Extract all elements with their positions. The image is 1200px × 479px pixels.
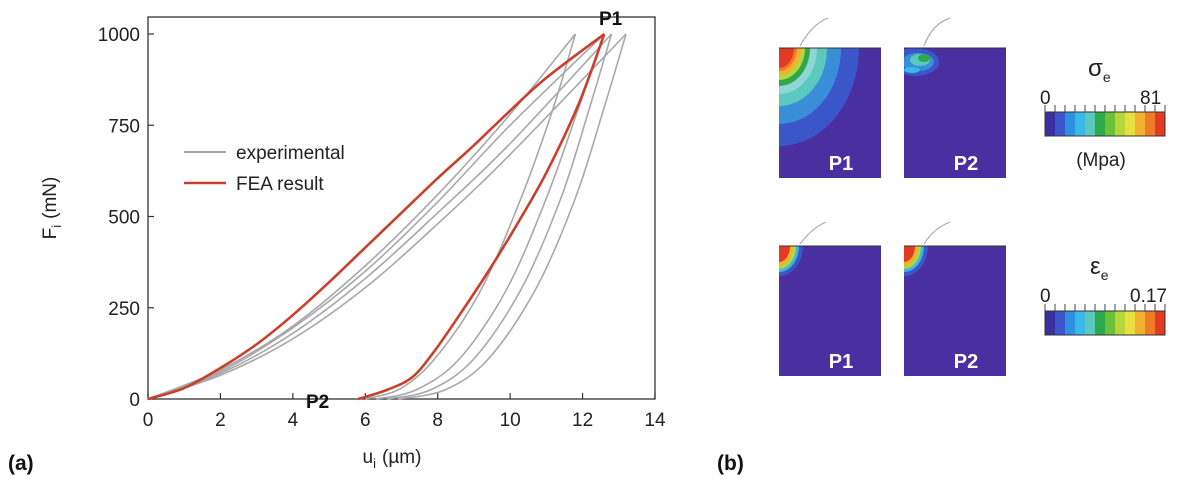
experimental-loading-curve (147, 33, 576, 400)
colorbar-swatch (1045, 112, 1056, 136)
strain-colorbar: εe 0 0.17 (1040, 253, 1167, 336)
colorbar-swatch (1085, 112, 1096, 136)
curves (147, 32, 627, 401)
colorbar-swatch (1065, 112, 1076, 136)
tile-label: P2 (954, 351, 978, 373)
plot-frame (147, 16, 656, 400)
tile-label: P2 (954, 153, 978, 175)
y-tick-label: 250 (108, 299, 140, 320)
x-axis-label: ui (µm) (363, 447, 422, 471)
strain-map-p1: P1 (779, 221, 881, 376)
stress-min: 0 (1040, 88, 1051, 109)
x-tick-label: 10 (500, 410, 521, 431)
colorbar-swatch (1095, 311, 1106, 335)
experimental-loading-curve (147, 33, 627, 400)
colorbar-swatch (1145, 311, 1156, 335)
colorbar-swatch (1145, 112, 1156, 136)
panel-a-label: (a) (8, 452, 34, 475)
x-tick-label: 8 (432, 410, 443, 431)
stress-map-p1: P1 (779, 17, 881, 178)
colorbar-swatch (1115, 311, 1126, 335)
colorbar-swatch (1055, 311, 1066, 335)
fea-unloading-curve (357, 33, 606, 401)
y-ticks: 0 250 500 750 1000 (98, 25, 154, 411)
colorbar-swatch (1085, 311, 1096, 335)
x-tick-label: 0 (143, 410, 154, 431)
strain-max: 0.17 (1130, 286, 1167, 307)
y-tick-label: 500 (108, 208, 140, 229)
legend: experimental FEA result (184, 143, 345, 195)
x-tick-label: 2 (215, 410, 226, 431)
experimental-unloading-curve (375, 33, 606, 400)
colorbar-swatch (1155, 311, 1166, 335)
colorbar-swatch (1065, 311, 1076, 335)
experimental-loading-curve (147, 33, 613, 400)
tile-label: P1 (829, 153, 853, 175)
colorbar-swatch (1115, 112, 1126, 136)
annotation-p1: P1 (599, 9, 623, 30)
stress-unit: (Mpa) (1076, 150, 1126, 171)
annotation-p2: P2 (306, 392, 329, 413)
x-tick-label: 12 (572, 410, 593, 431)
x-ticks: 0 2 4 6 8 10 12 14 (143, 393, 666, 431)
colorbar-swatch (1055, 112, 1066, 136)
legend-label-experimental: experimental (236, 143, 345, 164)
strain-map-p2: P2 (904, 221, 1006, 376)
stress-symbol: σe (1088, 55, 1111, 85)
legend-label-fea: FEA result (236, 174, 324, 195)
experimental-unloading-curve (397, 33, 627, 400)
colorbar-swatch (1135, 112, 1146, 136)
stress-map-p2: P2 (904, 17, 1006, 178)
y-axis-label: Fi(mN) (40, 177, 64, 240)
fea-loading-curve (147, 32, 606, 401)
y-tick-label: 0 (129, 390, 140, 411)
experimental-unloading-curve (365, 33, 577, 400)
colorbar-swatch (1095, 112, 1106, 136)
colorbar-swatch (1075, 311, 1086, 335)
tile-label: P1 (829, 351, 853, 373)
colorbar-swatch (1125, 311, 1136, 335)
x-tick-label: 4 (288, 410, 299, 431)
x-tick-label: 14 (644, 410, 666, 431)
colorbar-swatch (1155, 112, 1166, 136)
colorbar-swatch (1105, 112, 1116, 136)
colorbar-swatch (1075, 112, 1086, 136)
strain-symbol: εe (1090, 253, 1109, 283)
experimental-loading-curve (147, 33, 605, 400)
y-tick-label: 1000 (98, 25, 140, 46)
colorbar-swatch (1045, 311, 1056, 335)
colorbar-swatch (1135, 311, 1146, 335)
panel-b-label: (b) (717, 452, 744, 475)
experimental-unloading-curve (386, 33, 613, 400)
y-tick-label: 750 (108, 116, 140, 137)
stress-colorbar: σe 0 81 (Mpa) (1040, 55, 1166, 171)
strain-min: 0 (1040, 286, 1051, 307)
x-tick-label: 6 (360, 410, 371, 431)
colorbar-swatch (1105, 311, 1116, 335)
stress-max: 81 (1140, 88, 1161, 109)
colorbar-swatch (1125, 112, 1136, 136)
